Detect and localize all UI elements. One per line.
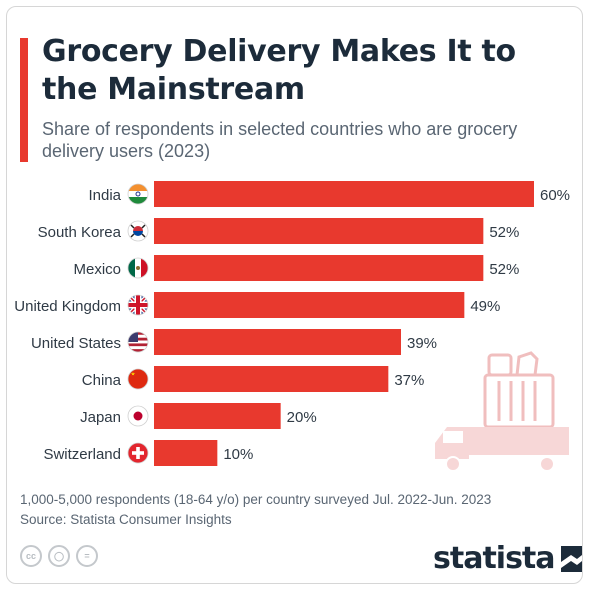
category-label: Switzerland: [43, 446, 121, 463]
brand-name: statista: [433, 541, 556, 576]
india-flag-icon: [127, 183, 149, 205]
grocery-delivery-truck-icon: [435, 351, 569, 472]
bar[interactable]: [154, 218, 484, 244]
value-label: 52%: [489, 224, 519, 241]
bar-row: India 60%: [88, 181, 570, 207]
chart-title: Grocery Delivery Makes It to the Mainstr…: [42, 34, 516, 107]
cc-icon[interactable]: cc: [20, 545, 42, 567]
bar-row: Mexico 52%: [73, 255, 519, 281]
value-label: 37%: [394, 372, 424, 389]
attribution-icon[interactable]: ◯: [48, 545, 70, 567]
category-label: India: [88, 187, 121, 204]
category-label: Mexico: [73, 261, 121, 278]
footnote: 1,000-5,000 respondents (18-64 y/o) per …: [20, 490, 580, 530]
bar[interactable]: [154, 255, 484, 281]
bar-row: China 37%: [82, 366, 424, 392]
bar[interactable]: [154, 292, 465, 318]
category-label: United States: [31, 335, 121, 352]
no-derivatives-icon[interactable]: =: [76, 545, 98, 567]
bar[interactable]: [154, 329, 401, 355]
bar-row: United States 39%: [31, 329, 437, 355]
japan-flag-icon: [127, 405, 149, 427]
value-label: 49%: [470, 298, 500, 315]
value-label: 10%: [223, 446, 253, 463]
statista-logo-icon: [560, 545, 582, 572]
bar[interactable]: [154, 403, 281, 429]
mexico-flag-icon: [127, 257, 149, 279]
source-note: Source: Statista Consumer Insights: [20, 512, 232, 527]
infographic-card: Grocery Delivery Makes It to the Mainstr…: [6, 6, 583, 584]
united-kingdom-flag-icon: [127, 294, 149, 316]
united-states-flag-icon: [127, 331, 149, 353]
value-label: 60%: [540, 187, 570, 204]
value-label: 39%: [407, 335, 437, 352]
license-icons: cc ◯ =: [20, 545, 98, 567]
bar-row: South Korea 52%: [38, 218, 519, 244]
value-label: 52%: [489, 261, 519, 278]
bar[interactable]: [154, 440, 218, 466]
china-flag-icon: [127, 368, 149, 390]
category-label: South Korea: [38, 224, 122, 241]
chart-subtitle: Share of respondents in selected countri…: [42, 119, 518, 161]
accent-bar: [20, 38, 28, 162]
category-label: United Kingdom: [14, 298, 121, 315]
bar-row: Switzerland 10%: [43, 440, 253, 466]
switzerland-flag-icon: [127, 442, 149, 464]
brand[interactable]: statista: [433, 541, 582, 576]
bar-chart: India 60% South Korea 52% Mexico 52% United Ki…: [14, 181, 570, 472]
bar[interactable]: [154, 366, 389, 392]
category-label: Japan: [80, 409, 121, 426]
bar-row: Japan 20%: [80, 403, 317, 429]
bar[interactable]: [154, 181, 534, 207]
survey-note: 1,000-5,000 respondents (18-64 y/o) per …: [20, 492, 492, 507]
bar-row: United Kingdom 49%: [14, 292, 500, 318]
value-label: 20%: [287, 409, 317, 426]
category-label: China: [82, 372, 122, 389]
south-korea-flag-icon: [127, 220, 149, 242]
